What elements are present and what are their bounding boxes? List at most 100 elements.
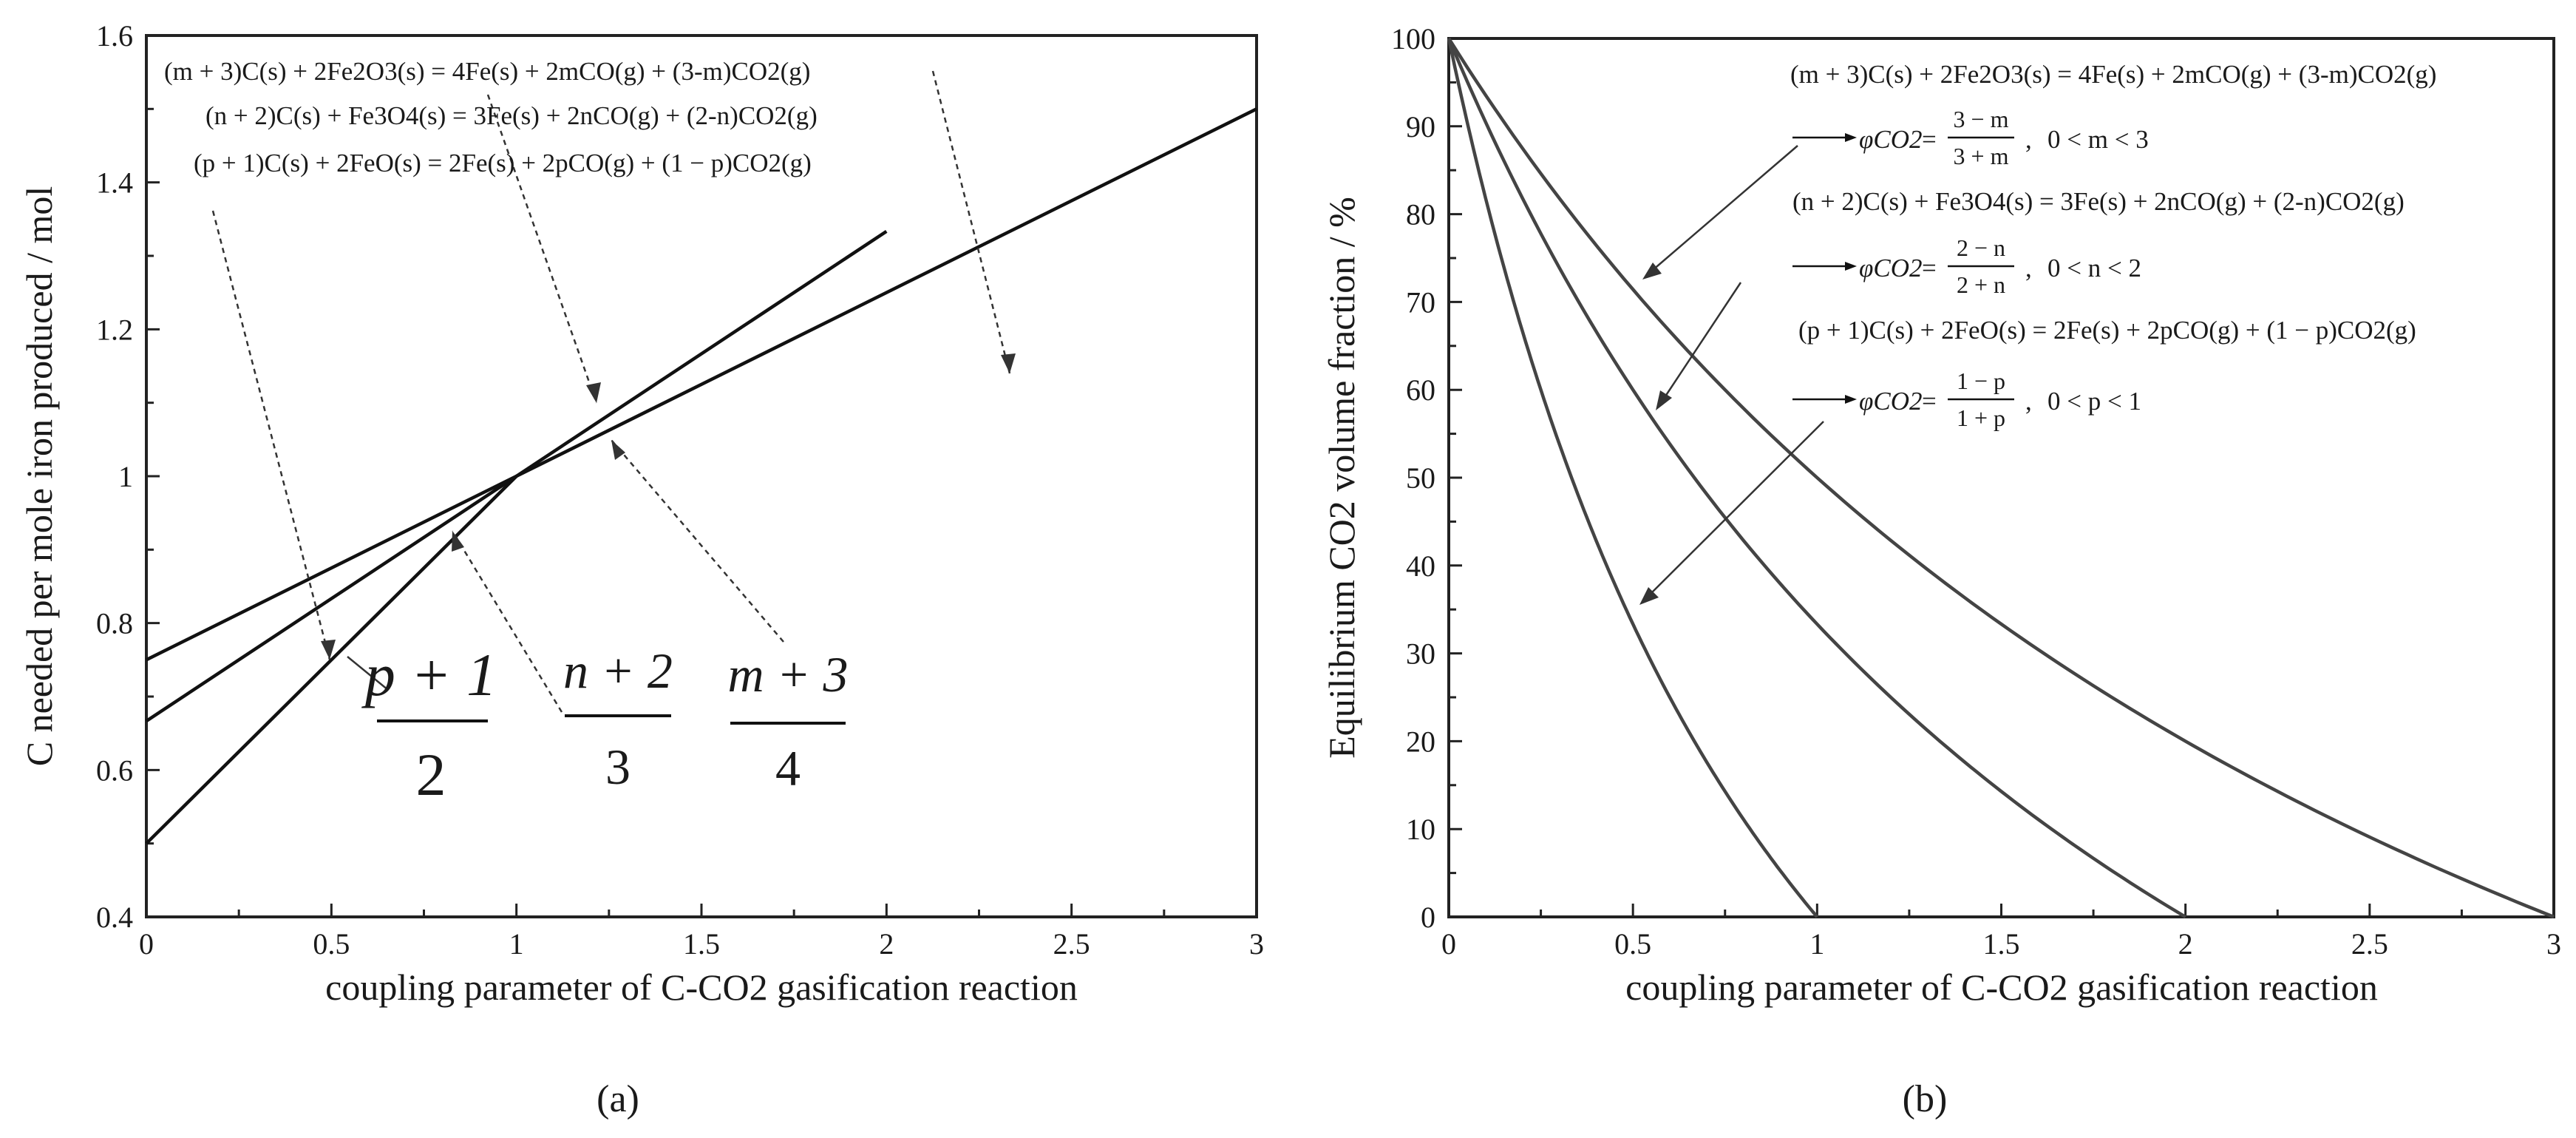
panel-a-arrowhead-eq2 bbox=[586, 382, 601, 403]
panel-b: 0 0.5 1 1.5 2 2.5 3 0 10 20 30 40 50 60 70 80 90 100 (m … bbox=[1321, 22, 2561, 1120]
panel-a-y-tick-label: 1 bbox=[118, 460, 133, 493]
panel-a-x-tick-label: 2 bbox=[879, 927, 894, 961]
phi-label-3-eq: = bbox=[1922, 387, 1937, 416]
panel-a-leader-eq2 bbox=[486, 94, 598, 404]
panel-b-y-tick-label: 100 bbox=[1391, 22, 1435, 55]
phi-label-2-den: 2 + n bbox=[1957, 271, 2005, 298]
panel-b-y-tick-label: 30 bbox=[1406, 637, 1435, 671]
panel-b-y-tick-label: 10 bbox=[1406, 813, 1435, 846]
panel-a-x-ticks: 0 0.5 1 1.5 2 2.5 3 bbox=[139, 904, 1264, 961]
phi-label-1-arrowhead bbox=[1845, 133, 1857, 142]
phi-label-3-den: 1 + p bbox=[1957, 404, 2005, 431]
panel-b-equation-1: (m + 3)C(s) + 2Fe2O3(s) = 4Fe(s) + 2mCO(… bbox=[1790, 60, 2436, 89]
panel-b-y-tick-label: 60 bbox=[1406, 373, 1435, 407]
panel-b-series-line-2 bbox=[1447, 38, 2186, 918]
panel-b-equation-2: (n + 2)C(s) + Fe3O4(s) = 3Fe(s) + 2nCO(g… bbox=[1792, 187, 2405, 216]
frac-label-3-den: 4 bbox=[775, 740, 801, 796]
panel-a-x-tick-label: 1.5 bbox=[683, 927, 720, 961]
phi-label-3-num: 1 − p bbox=[1957, 368, 2005, 394]
panel-a-y-tick-label: 1.2 bbox=[96, 313, 133, 346]
panel-b-leader-2 bbox=[1658, 282, 1742, 406]
panel-b-y-ticks: 0 10 20 30 40 50 60 70 80 90 100 bbox=[1391, 22, 1462, 934]
panel-a-leader-eq3 bbox=[211, 210, 331, 660]
panel-a-leader-frac3 bbox=[611, 439, 784, 643]
panel-a-y-axis-title: C needed per mole iron produced / mol bbox=[18, 186, 60, 767]
frac-label-2-num: n + 2 bbox=[563, 643, 673, 699]
panel-a-x-tick-label: 2.5 bbox=[1053, 927, 1090, 961]
panel-b-arrowhead-1 bbox=[1642, 263, 1662, 280]
phi-label-1-den: 3 + m bbox=[1954, 143, 2009, 169]
panel-b-y-tick-label: 0 bbox=[1421, 901, 1435, 934]
panel-a-equation-3: (p + 1)C(s) + 2FeO(s) = 2Fe(s) + 2pCO(g)… bbox=[194, 149, 812, 177]
panel-b-leader-1 bbox=[1646, 145, 1798, 276]
panel-b-x-tick-label: 3 bbox=[2546, 927, 2561, 961]
phi-label-3-arrowhead bbox=[1845, 395, 1857, 404]
panel-b-y-tick-label: 40 bbox=[1406, 549, 1435, 583]
panel-a-x-tick-label: 0 bbox=[139, 927, 154, 961]
panel-b-y-axis-title: Equilibrium CO2 volume fraction / % bbox=[1321, 197, 1362, 759]
panel-a-x-axis-title: coupling parameter of C-CO2 gasification… bbox=[325, 966, 1078, 1008]
panel-a-leader-frac1 bbox=[347, 656, 389, 691]
panel-a-leader-eq1 bbox=[931, 70, 1011, 374]
panel-b-x-tick-label: 1.5 bbox=[1983, 927, 2020, 961]
panel-a-y-tick-label: 0.8 bbox=[96, 607, 133, 640]
panel-a-x-tick-label: 1 bbox=[509, 927, 524, 961]
panel-b-series-line-1 bbox=[1447, 38, 1819, 918]
phi-label-3-symbol: φCO2 bbox=[1859, 387, 1922, 416]
panel-b-x-tick-label: 1 bbox=[1809, 927, 1824, 961]
panel-a-label: (a) bbox=[597, 1078, 639, 1120]
phi-label-2-symbol: φCO2 bbox=[1859, 254, 1922, 282]
panel-b-arrowhead-3 bbox=[1639, 587, 1659, 605]
frac-label-2-den: 3 bbox=[605, 739, 631, 795]
frac-label-1-den: 2 bbox=[416, 741, 446, 808]
panel-a-y-tick-label: 1.6 bbox=[96, 19, 133, 53]
panel-b-x-axis-title: coupling parameter of C-CO2 gasification… bbox=[1625, 966, 2378, 1008]
panel-b-series-line-3 bbox=[1447, 37, 2555, 919]
phi-label-2-eq: = bbox=[1922, 254, 1937, 282]
phi-label-1-symbol: φCO2 bbox=[1859, 125, 1922, 154]
phi-label-2: φCO2 = 2 − n 2 + n , 0 < n < 2 bbox=[1792, 234, 2141, 298]
phi-label-2-arrowhead bbox=[1845, 262, 1857, 271]
frac-label-3-num: m + 3 bbox=[728, 646, 849, 702]
panel-a-leader-frac2 bbox=[451, 530, 563, 713]
panel-b-y-tick-label: 20 bbox=[1406, 725, 1435, 758]
phi-label-2-comma: , bbox=[2025, 254, 2032, 282]
panel-a-arrowhead-frac3 bbox=[611, 440, 625, 460]
panel-a-arrowhead-eq3 bbox=[321, 640, 336, 660]
panel-b-y-tick-label: 70 bbox=[1406, 285, 1435, 319]
panel-a-arrowhead-frac2 bbox=[452, 531, 464, 552]
panel-a-y-tick-label: 1.4 bbox=[96, 166, 133, 200]
panel-b-plot-frame bbox=[1447, 37, 2555, 918]
panel-b-x-tick-label: 0.5 bbox=[1614, 927, 1651, 961]
panel-b-y-tick-label: 90 bbox=[1406, 110, 1435, 143]
panel-a-arrowhead-eq1 bbox=[1001, 353, 1016, 373]
phi-label-2-range: 0 < n < 2 bbox=[2047, 254, 2141, 282]
phi-label-1-num: 3 − m bbox=[1954, 106, 2009, 132]
phi-label-2-num: 2 − n bbox=[1957, 234, 2005, 261]
phi-label-1-comma: , bbox=[2025, 125, 2032, 154]
panel-a: 0 0.5 1 1.5 2 2.5 3 0.4 0.6 0.8 1 1.2 1.4 1.6 (m + 3… bbox=[18, 19, 1264, 1120]
panel-b-equation-3: (p + 1)C(s) + 2FeO(s) = 2Fe(s) + 2pCO(g)… bbox=[1798, 316, 2416, 345]
phi-label-1-range: 0 < m < 3 bbox=[2047, 125, 2149, 154]
panel-b-leader-3 bbox=[1643, 421, 1824, 601]
panel-b-series bbox=[1447, 37, 2555, 919]
panel-a-x-tick-label: 0.5 bbox=[313, 927, 350, 961]
panel-b-x-ticks: 0 0.5 1 1.5 2 2.5 3 bbox=[1441, 904, 2561, 961]
panel-a-equation-2: (n + 2)C(s) + Fe3O4(s) = 3Fe(s) + 2nCO(g… bbox=[205, 101, 818, 130]
panel-b-x-tick-label: 0 bbox=[1441, 927, 1456, 961]
panel-b-y-tick-label: 80 bbox=[1406, 198, 1435, 231]
phi-label-3: φCO2 = 1 − p 1 + p , 0 < p < 1 bbox=[1792, 368, 2141, 431]
panel-a-series-line-3 bbox=[146, 107, 1257, 662]
panel-b-y-tick-label: 50 bbox=[1406, 461, 1435, 495]
phi-label-3-range: 0 < p < 1 bbox=[2047, 387, 2141, 416]
frac-label-1-num: p + 1 bbox=[361, 641, 497, 708]
panel-a-y-tick-label: 0.4 bbox=[96, 901, 133, 934]
phi-label-1-eq: = bbox=[1922, 125, 1937, 154]
panel-b-arrowhead-2 bbox=[1656, 390, 1672, 410]
panel-a-y-ticks: 0.4 0.6 0.8 1 1.2 1.4 1.6 bbox=[96, 19, 160, 934]
panel-a-equation-1: (m + 3)C(s) + 2Fe2O3(s) = 4Fe(s) + 2mCO(… bbox=[164, 57, 810, 86]
panel-a-series bbox=[145, 107, 1257, 845]
panel-a-y-tick-label: 0.6 bbox=[96, 753, 133, 787]
panel-b-x-tick-label: 2.5 bbox=[2351, 927, 2388, 961]
